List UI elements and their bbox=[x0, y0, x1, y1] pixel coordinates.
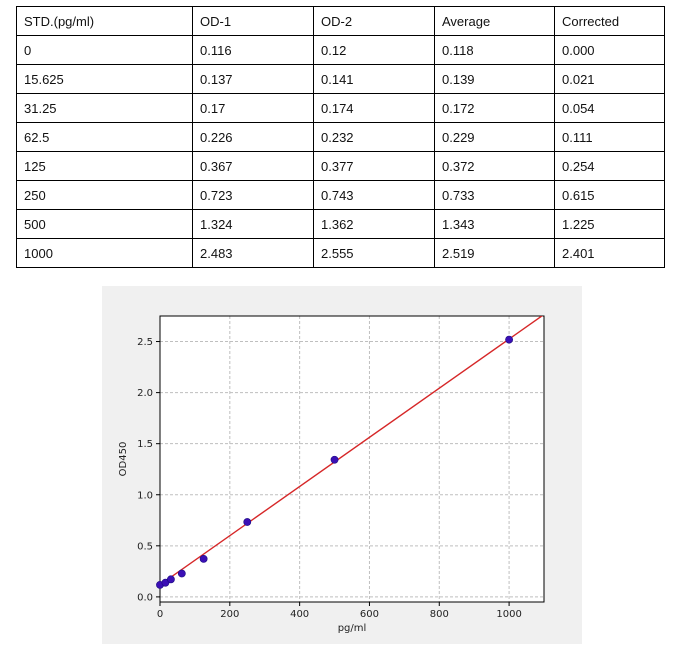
table-header-row: STD.(pg/ml) OD-1 OD-2 Average Corrected bbox=[16, 6, 665, 36]
table-row: 500 1.324 1.362 1.343 1.225 bbox=[16, 209, 665, 239]
standard-curve-chart: 0 200 400 600 800 1000 0.0 0.5 1.0 1.5 2.0 2.5 pg/ml… bbox=[102, 286, 582, 644]
data-point bbox=[199, 554, 208, 563]
table-cell: 0.229 bbox=[434, 122, 555, 152]
table-cell: 0.254 bbox=[554, 151, 665, 181]
table-header-cell: STD.(pg/ml) bbox=[16, 6, 193, 36]
table-cell: 15.625 bbox=[16, 64, 193, 94]
table-cell: 31.25 bbox=[16, 93, 193, 123]
table-cell: 0 bbox=[16, 35, 193, 65]
table-cell: 0.232 bbox=[313, 122, 435, 152]
table-cell: 250 bbox=[16, 180, 193, 210]
table-cell: 0.367 bbox=[192, 151, 314, 181]
table-header-cell: Average bbox=[434, 6, 555, 36]
fit-line bbox=[160, 316, 544, 586]
table-cell: 0.174 bbox=[313, 93, 435, 123]
table-cell: 0.118 bbox=[434, 35, 555, 65]
table-cell: 0.615 bbox=[554, 180, 665, 210]
data-point bbox=[177, 569, 186, 578]
table-row: 62.5 0.226 0.232 0.229 0.111 bbox=[16, 122, 665, 152]
y-tick-label: 0.0 bbox=[137, 592, 153, 603]
table-cell: 0.372 bbox=[434, 151, 555, 181]
table-cell: 0.743 bbox=[313, 180, 435, 210]
table-cell: 0.137 bbox=[192, 64, 314, 94]
table-header-cell: OD-2 bbox=[313, 6, 435, 36]
table-cell: 0.723 bbox=[192, 180, 314, 210]
table-cell: 0.172 bbox=[434, 93, 555, 123]
table-cell: 2.483 bbox=[192, 238, 314, 268]
data-point bbox=[243, 518, 252, 526]
table-row: 0 0.116 0.12 0.118 0.000 bbox=[16, 35, 665, 65]
table-cell: 1.225 bbox=[554, 209, 665, 239]
table-header-cell: OD-1 bbox=[192, 6, 314, 36]
y-tick-label: 1.5 bbox=[137, 439, 153, 450]
x-tick-label: 1000 bbox=[496, 609, 521, 620]
table-cell: 1.362 bbox=[313, 209, 435, 239]
x-tick-label: 800 bbox=[430, 609, 449, 620]
table-cell: 1000 bbox=[16, 238, 193, 268]
table-row: 250 0.723 0.743 0.733 0.615 bbox=[16, 180, 665, 210]
y-axis-label: OD450 bbox=[118, 442, 129, 477]
chart-svg: 0 200 400 600 800 1000 0.0 0.5 1.0 1.5 2.0 2.5 pg/ml… bbox=[118, 315, 545, 634]
table-header-cell: Corrected bbox=[554, 6, 665, 36]
data-point bbox=[505, 335, 513, 344]
table-cell: 0.141 bbox=[313, 64, 435, 94]
table-row: 15.625 0.137 0.141 0.139 0.021 bbox=[16, 64, 665, 94]
x-tick-label: 400 bbox=[290, 609, 309, 620]
table-cell: 0.111 bbox=[554, 122, 665, 152]
standards-table: STD.(pg/ml) OD-1 OD-2 Average Corrected 0 0.11… bbox=[16, 6, 665, 268]
y-tick-label: 2.0 bbox=[137, 388, 153, 399]
data-point bbox=[330, 455, 339, 464]
table-cell: 0.139 bbox=[434, 64, 555, 94]
table-cell: 0.733 bbox=[434, 180, 555, 210]
table-row: 1000 2.483 2.555 2.519 2.401 bbox=[16, 238, 665, 268]
table-cell: 0.377 bbox=[313, 151, 435, 181]
table-cell: 1.343 bbox=[434, 209, 555, 239]
table-cell: 62.5 bbox=[16, 122, 193, 152]
table-cell: 2.519 bbox=[434, 238, 555, 268]
y-tick-label: 0.5 bbox=[137, 541, 153, 552]
x-tick-label: 200 bbox=[220, 609, 239, 620]
table-cell: 2.401 bbox=[554, 238, 665, 268]
y-tick-label: 1.0 bbox=[137, 490, 153, 501]
table-cell: 0.116 bbox=[192, 35, 314, 65]
data-point bbox=[167, 575, 175, 584]
table-cell: 500 bbox=[16, 209, 193, 239]
plot-area bbox=[160, 316, 544, 602]
x-axis-label: pg/ml bbox=[338, 623, 367, 634]
table-cell: 0.226 bbox=[192, 122, 314, 152]
table-cell: 0.021 bbox=[554, 64, 665, 94]
x-tick-label: 600 bbox=[360, 609, 379, 620]
table-cell: 125 bbox=[16, 151, 193, 181]
table-cell: 0.17 bbox=[192, 93, 314, 123]
x-tick-label: 0 bbox=[157, 609, 163, 620]
table-row: 125 0.367 0.377 0.372 0.254 bbox=[16, 151, 665, 181]
plot-frame bbox=[159, 315, 545, 603]
table-cell: 0.054 bbox=[554, 93, 665, 123]
table-cell: 2.555 bbox=[313, 238, 435, 268]
table-row: 31.25 0.17 0.174 0.172 0.054 bbox=[16, 93, 665, 123]
y-tick-label: 2.5 bbox=[137, 337, 153, 348]
table-cell: 0.12 bbox=[313, 35, 435, 65]
table-cell: 0.000 bbox=[554, 35, 665, 65]
table-cell: 1.324 bbox=[192, 209, 314, 239]
